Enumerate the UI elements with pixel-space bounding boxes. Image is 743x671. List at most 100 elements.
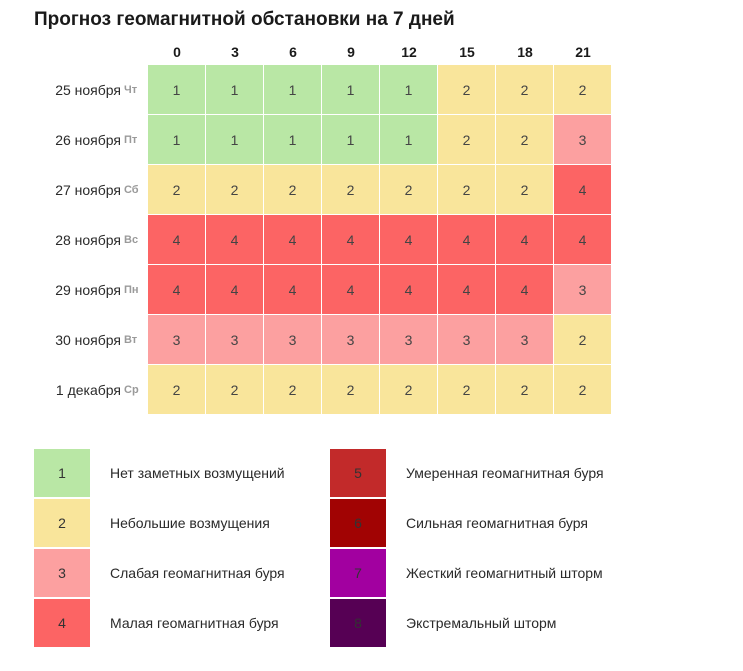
forecast-cell: 1 xyxy=(264,115,321,164)
day-label: 27 ноября Сб xyxy=(0,165,142,215)
forecast-cell: 4 xyxy=(380,215,437,264)
forecast-cell: 2 xyxy=(206,165,263,214)
day-label: 26 ноября Пт xyxy=(0,115,142,165)
forecast-cell: 2 xyxy=(496,165,553,214)
hour-header: 15 xyxy=(459,44,475,60)
forecast-cell: 2 xyxy=(554,365,611,414)
legend-swatch: 3 xyxy=(34,549,90,597)
forecast-cell: 2 xyxy=(264,165,321,214)
hour-header: 9 xyxy=(347,44,355,60)
forecast-cell: 2 xyxy=(438,365,495,414)
forecast-cell: 4 xyxy=(380,265,437,314)
hour-header: 21 xyxy=(575,44,591,60)
forecast-cell: 3 xyxy=(264,315,321,364)
forecast-cell: 2 xyxy=(322,365,379,414)
day-label: 25 ноября Чт xyxy=(0,65,142,115)
forecast-cell: 1 xyxy=(380,65,437,114)
forecast-cell: 1 xyxy=(264,65,321,114)
forecast-cell: 4 xyxy=(148,215,205,264)
forecast-cell: 3 xyxy=(380,315,437,364)
day-date: 29 ноября xyxy=(55,282,121,298)
day-label: 30 ноября Вт xyxy=(0,315,142,365)
page-title: Прогноз геомагнитной обстановки на 7 дне… xyxy=(34,9,455,30)
forecast-cell: 2 xyxy=(380,165,437,214)
forecast-cell: 2 xyxy=(380,365,437,414)
forecast-cell: 1 xyxy=(148,115,205,164)
forecast-cell: 1 xyxy=(322,65,379,114)
hour-header: 0 xyxy=(173,44,181,60)
day-date: 25 ноября xyxy=(55,82,121,98)
forecast-cell: 3 xyxy=(438,315,495,364)
forecast-cell: 4 xyxy=(206,215,263,264)
forecast-cell: 2 xyxy=(206,365,263,414)
forecast-cell: 1 xyxy=(148,65,205,114)
day-date: 28 ноября xyxy=(55,232,121,248)
day-label: 28 ноября Вс xyxy=(0,215,142,265)
forecast-cell: 1 xyxy=(206,115,263,164)
hour-header: 6 xyxy=(289,44,297,60)
forecast-cell: 4 xyxy=(496,215,553,264)
forecast-cell: 4 xyxy=(554,215,611,264)
day-of-week: Вт xyxy=(124,334,138,346)
forecast-cell: 2 xyxy=(496,115,553,164)
forecast-cell: 1 xyxy=(206,65,263,114)
forecast-cell: 2 xyxy=(438,165,495,214)
forecast-cell: 3 xyxy=(206,315,263,364)
forecast-cell: 1 xyxy=(380,115,437,164)
legend-label: Жесткий геомагнитный шторм xyxy=(406,565,603,581)
forecast-cell: 1 xyxy=(322,115,379,164)
forecast-cell: 2 xyxy=(438,65,495,114)
forecast-cell: 2 xyxy=(496,65,553,114)
forecast-cell: 2 xyxy=(148,365,205,414)
forecast-cell: 3 xyxy=(322,315,379,364)
hour-header: 3 xyxy=(231,44,239,60)
forecast-cell: 3 xyxy=(554,115,611,164)
forecast-cell: 4 xyxy=(322,265,379,314)
legend-label: Слабая геомагнитная буря xyxy=(110,565,285,581)
day-of-week: Пт xyxy=(124,134,138,146)
day-of-week: Ср xyxy=(124,384,139,396)
hour-header: 18 xyxy=(517,44,533,60)
day-of-week: Чт xyxy=(124,84,138,96)
day-date: 27 ноября xyxy=(55,182,121,198)
forecast-cell: 2 xyxy=(438,115,495,164)
day-date: 26 ноября xyxy=(55,132,121,148)
forecast-cell: 4 xyxy=(554,165,611,214)
legend-swatch: 6 xyxy=(330,499,386,547)
forecast-cell: 3 xyxy=(148,315,205,364)
legend-label: Экстремальный шторм xyxy=(406,615,557,631)
legend-swatch: 7 xyxy=(330,549,386,597)
legend-label: Малая геомагнитная буря xyxy=(110,615,279,631)
forecast-cell: 4 xyxy=(264,265,321,314)
forecast-cell: 4 xyxy=(264,215,321,264)
day-of-week: Пн xyxy=(124,284,139,296)
legend-label: Небольшие возмущения xyxy=(110,515,270,531)
forecast-cell: 3 xyxy=(496,315,553,364)
day-label: 29 ноября Пн xyxy=(0,265,142,315)
day-date: 30 ноября xyxy=(55,332,121,348)
forecast-cell: 4 xyxy=(438,215,495,264)
legend-swatch: 8 xyxy=(330,599,386,647)
forecast-cell: 4 xyxy=(148,265,205,314)
legend-swatch: 2 xyxy=(34,499,90,547)
forecast-cell: 2 xyxy=(554,65,611,114)
forecast-cell: 2 xyxy=(554,315,611,364)
legend-label: Нет заметных возмущений xyxy=(110,465,285,481)
legend-label: Умеренная геомагнитная буря xyxy=(406,465,604,481)
legend-swatch: 4 xyxy=(34,599,90,647)
forecast-cell: 2 xyxy=(496,365,553,414)
forecast-cell: 4 xyxy=(496,265,553,314)
day-of-week: Вс xyxy=(124,234,139,246)
forecast-cell: 4 xyxy=(322,215,379,264)
legend-swatch: 1 xyxy=(34,449,90,497)
day-label: 1 декабря Ср xyxy=(0,365,142,415)
forecast-cell: 2 xyxy=(264,365,321,414)
forecast-cell: 4 xyxy=(206,265,263,314)
forecast-cell: 3 xyxy=(554,265,611,314)
day-of-week: Сб xyxy=(124,184,139,196)
forecast-cell: 2 xyxy=(148,165,205,214)
legend-label: Сильная геомагнитная буря xyxy=(406,515,588,531)
legend-swatch: 5 xyxy=(330,449,386,497)
forecast-cell: 2 xyxy=(322,165,379,214)
hour-header: 12 xyxy=(401,44,417,60)
